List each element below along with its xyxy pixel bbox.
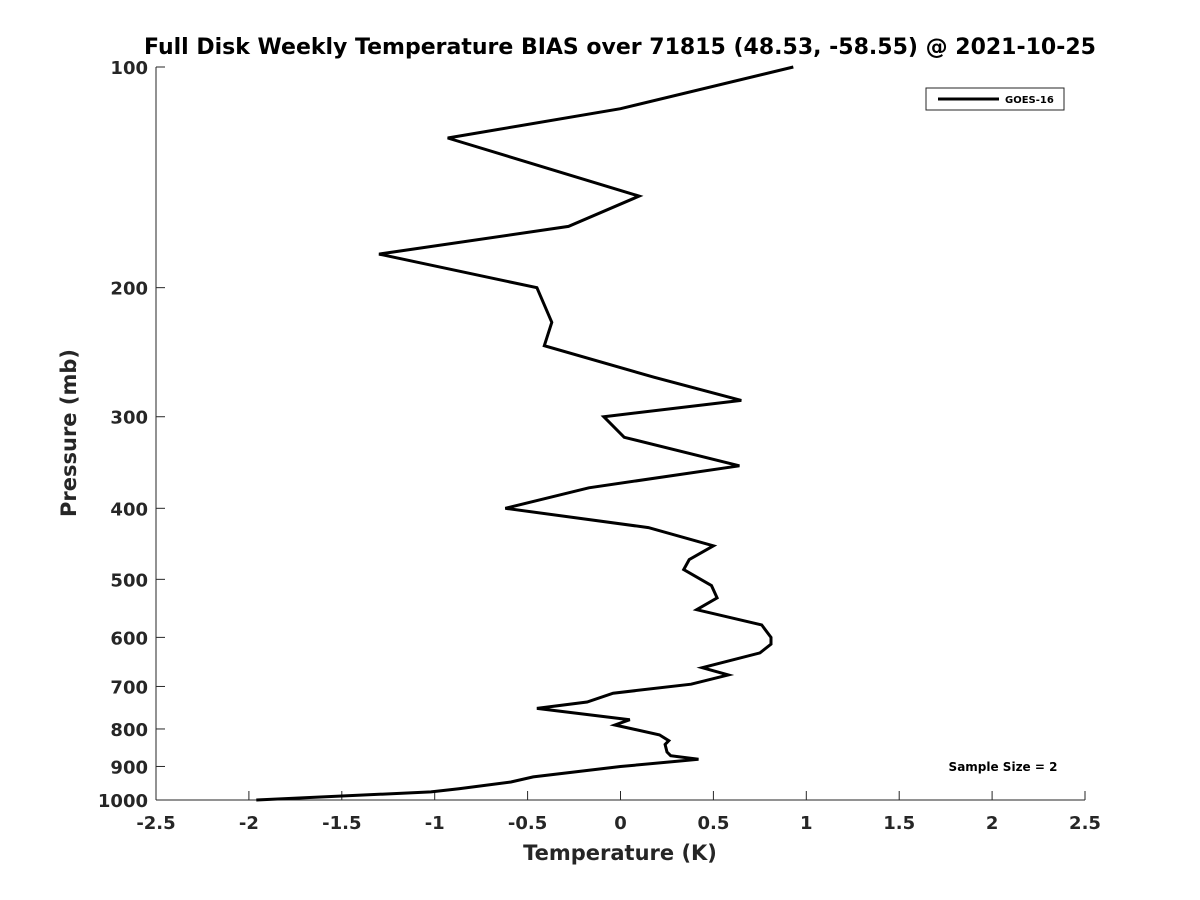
x-tick-label: 2	[986, 813, 999, 834]
x-tick-label: 0	[614, 813, 627, 834]
y-tick-label: 700	[110, 677, 148, 698]
x-tick-label: 2.5	[1069, 813, 1101, 834]
y-tick-label: 400	[110, 499, 148, 520]
x-axis: -2.5 -2 -1.5 -1 -0.5 0 0.5 1 1.5 2 2.5	[136, 791, 1101, 834]
y-tick-label: 1000	[98, 791, 148, 812]
x-tick-label: -2	[239, 813, 259, 834]
legend-label: GOES-16	[1005, 95, 1054, 106]
x-tick-label: -0.5	[508, 813, 547, 834]
y-axis-label: Pressure (mb)	[57, 349, 81, 517]
x-axis-label: Temperature (K)	[523, 841, 717, 865]
chart-title: Full Disk Weekly Temperature BIAS over 7…	[144, 35, 1096, 60]
y-tick-label: 900	[110, 757, 148, 778]
x-tick-label: -2.5	[136, 813, 175, 834]
y-tick-label: 800	[110, 720, 148, 741]
x-tick-label: 1.5	[883, 813, 915, 834]
x-tick-label: 0.5	[697, 813, 729, 834]
sample-size-annotation: Sample Size = 2	[949, 760, 1058, 774]
series-line-goes16	[256, 65, 794, 802]
y-tick-label: 100	[110, 58, 148, 79]
x-tick-label: 1	[800, 813, 813, 834]
y-tick-label: 300	[110, 408, 148, 429]
y-tick-label: 500	[110, 570, 148, 591]
y-axis: 100 200 300 400 500 600 700 800 900 1000	[98, 58, 165, 812]
legend: GOES-16	[925, 87, 1065, 111]
x-tick-label: -1.5	[322, 813, 361, 834]
y-tick-label: 600	[110, 628, 148, 649]
y-tick-label: 200	[110, 279, 148, 300]
x-tick-label: -1	[425, 813, 445, 834]
